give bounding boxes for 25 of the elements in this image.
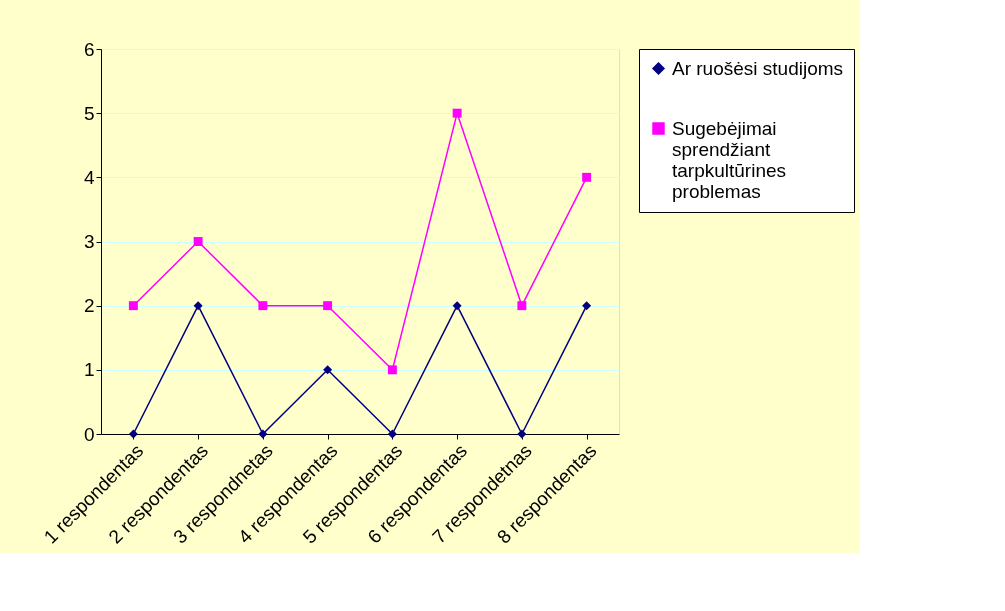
point xyxy=(582,172,592,182)
y-tick-label: 5 xyxy=(83,102,95,124)
y-tick-label: 3 xyxy=(83,231,95,252)
point xyxy=(193,237,203,246)
point xyxy=(323,301,333,311)
point xyxy=(193,301,203,311)
legend-label: Sugebėjimai sprendžiant tarpkultūrines problemas xyxy=(672,117,787,202)
point xyxy=(128,429,138,439)
y-tick-label: 4 xyxy=(83,166,95,188)
point xyxy=(258,301,268,311)
point xyxy=(128,301,138,311)
point xyxy=(387,365,397,375)
point xyxy=(452,301,462,311)
y-tick-label: 6 xyxy=(83,38,95,60)
point xyxy=(258,429,268,439)
point xyxy=(323,365,333,375)
legend-label: Ar ruošėsi studijoms xyxy=(672,57,844,79)
point xyxy=(517,429,527,439)
point xyxy=(582,301,592,311)
y-tick-label: 2 xyxy=(83,295,95,317)
y-tick-label: 1 xyxy=(83,359,95,381)
y-tick-label: 0 xyxy=(83,423,95,445)
point xyxy=(517,301,527,311)
point xyxy=(452,108,462,118)
point xyxy=(387,429,397,439)
